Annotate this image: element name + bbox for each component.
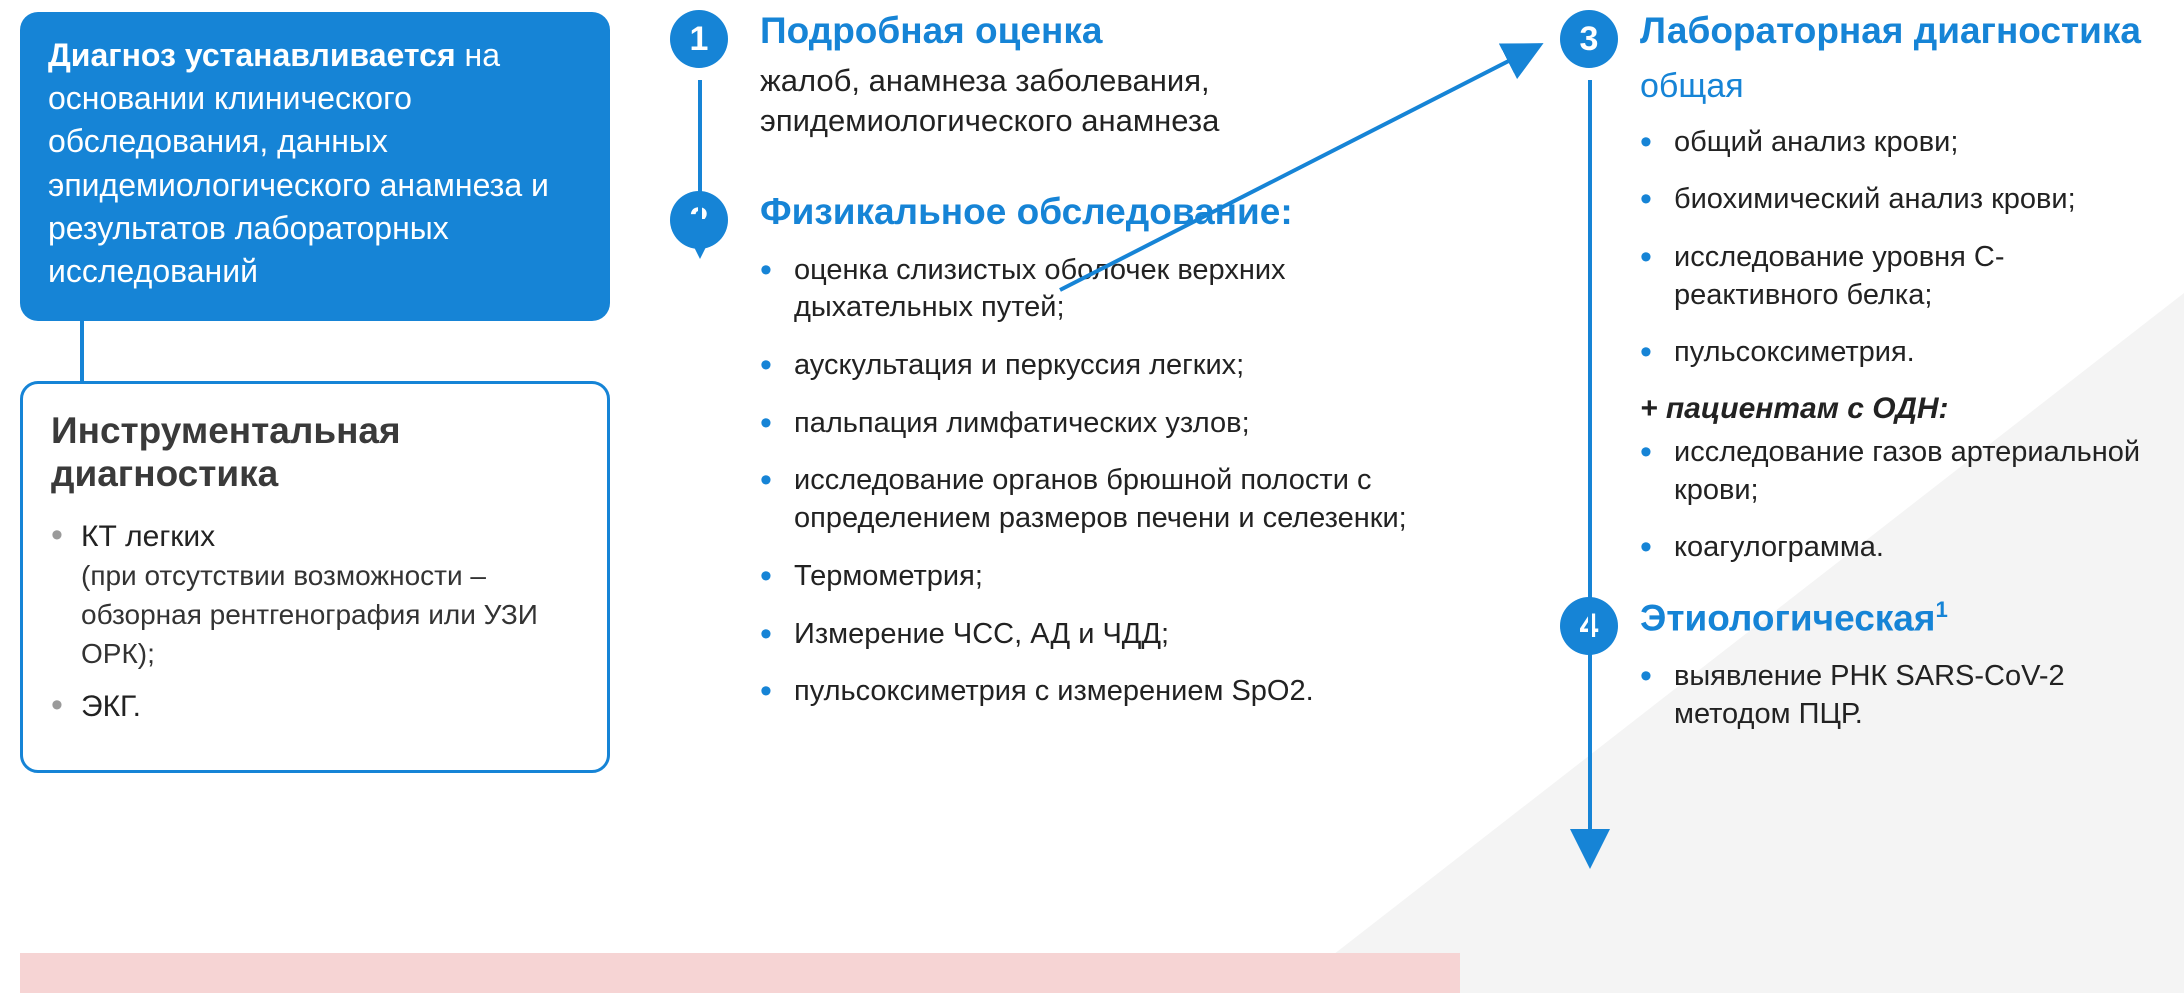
list-item: общий анализ крови; — [1640, 124, 2160, 162]
step-3-subheading: общая — [1640, 67, 2160, 106]
instrumental-title: Инструментальная диагностика — [51, 410, 579, 495]
list-item: оценка слизистых оболочек верхних дыхате… — [760, 252, 1410, 327]
step-2-title: Физикальное обследование: — [760, 191, 1410, 234]
lab-odn-list: исследование газов артериальной крови; к… — [1640, 434, 2160, 567]
right-column: 3 Лабораторная диагностика общая общий а… — [1560, 10, 2160, 753]
item-note: (при отсутствии возможности – обзорная р… — [81, 560, 538, 669]
list-item: Термометрия; — [760, 558, 1410, 596]
step-badge-4: 4 — [1560, 597, 1618, 655]
step-4-sup: 1 — [1935, 597, 1947, 622]
diagnosis-basis-box: Диагноз устанавливается на основании кли… — [20, 12, 610, 321]
blue-box-text: на основании клинического обследования, … — [48, 37, 549, 289]
step-4-title-text: Этиологическая — [1640, 597, 1935, 638]
step-4-title: Этиологическая1 — [1640, 597, 2160, 640]
list-item: коагулограмма. — [1640, 529, 2160, 567]
physical-exam-list: оценка слизистых оболочек верхних дыхате… — [760, 252, 1410, 711]
step-3: 3 Лабораторная диагностика общая общий а… — [1560, 10, 2160, 567]
item-main: ЭКГ. — [81, 690, 141, 723]
plus-odn-label: + пациентам с ОДН: — [1640, 392, 2160, 426]
lab-general-list: общий анализ крови; биохимический анализ… — [1640, 124, 2160, 372]
list-item: исследование уровня С-реактивного белка; — [1640, 239, 2160, 314]
list-item: исследование органов брюшной полости с о… — [760, 462, 1410, 537]
list-item: аускультация и перкуссия легких; — [760, 347, 1410, 385]
step-1-text: жалоб, анамнеза заболевания, эпидемиолог… — [760, 61, 1410, 142]
list-item: выявление РНК SARS-CoV-2 методом ПЦР. — [1640, 658, 2160, 733]
step-badge-1: 1 — [670, 10, 728, 68]
etiological-list: выявление РНК SARS-CoV-2 методом ПЦР. — [1640, 658, 2160, 733]
list-item: пульсоксиметрия. — [1640, 334, 2160, 372]
step-4: 4 Этиологическая1 выявление РНК SARS-CoV… — [1560, 597, 2160, 733]
middle-column: 1 Подробная оценка жалоб, анамнеза забол… — [670, 10, 1410, 731]
list-item: пальпация лимфатических узлов; — [760, 405, 1410, 443]
step-badge-2: 2 — [670, 191, 728, 249]
instrumental-diagnostics-box: Инструментальная диагностика КТ легких (… — [20, 381, 610, 773]
bottom-pink-bar — [20, 953, 1460, 993]
vertical-connector — [80, 321, 84, 381]
step-badge-3: 3 — [1560, 10, 1618, 68]
item-main: КТ легких — [81, 520, 215, 553]
list-item: КТ легких (при отсутствии возможности – … — [51, 517, 579, 673]
step-1: 1 Подробная оценка жалоб, анамнеза забол… — [670, 10, 1410, 141]
blue-box-bold: Диагноз устанавливается — [48, 37, 456, 73]
left-column: Диагноз устанавливается на основании кли… — [20, 12, 610, 773]
instrumental-list: КТ легких (при отсутствии возможности – … — [51, 517, 579, 726]
list-item: пульсоксиметрия с измерением SpO2. — [760, 673, 1410, 711]
step-3-title: Лабораторная диагностика — [1640, 10, 2160, 53]
list-item: исследование газов артериальной крови; — [1640, 434, 2160, 509]
list-item: Измерение ЧСС, АД и ЧДД; — [760, 616, 1410, 654]
list-item: биохимический анализ крови; — [1640, 181, 2160, 219]
list-item: ЭКГ. — [51, 687, 579, 726]
step-2: 2 Физикальное обследование: оценка слизи… — [670, 191, 1410, 711]
step-1-title: Подробная оценка — [760, 10, 1410, 53]
